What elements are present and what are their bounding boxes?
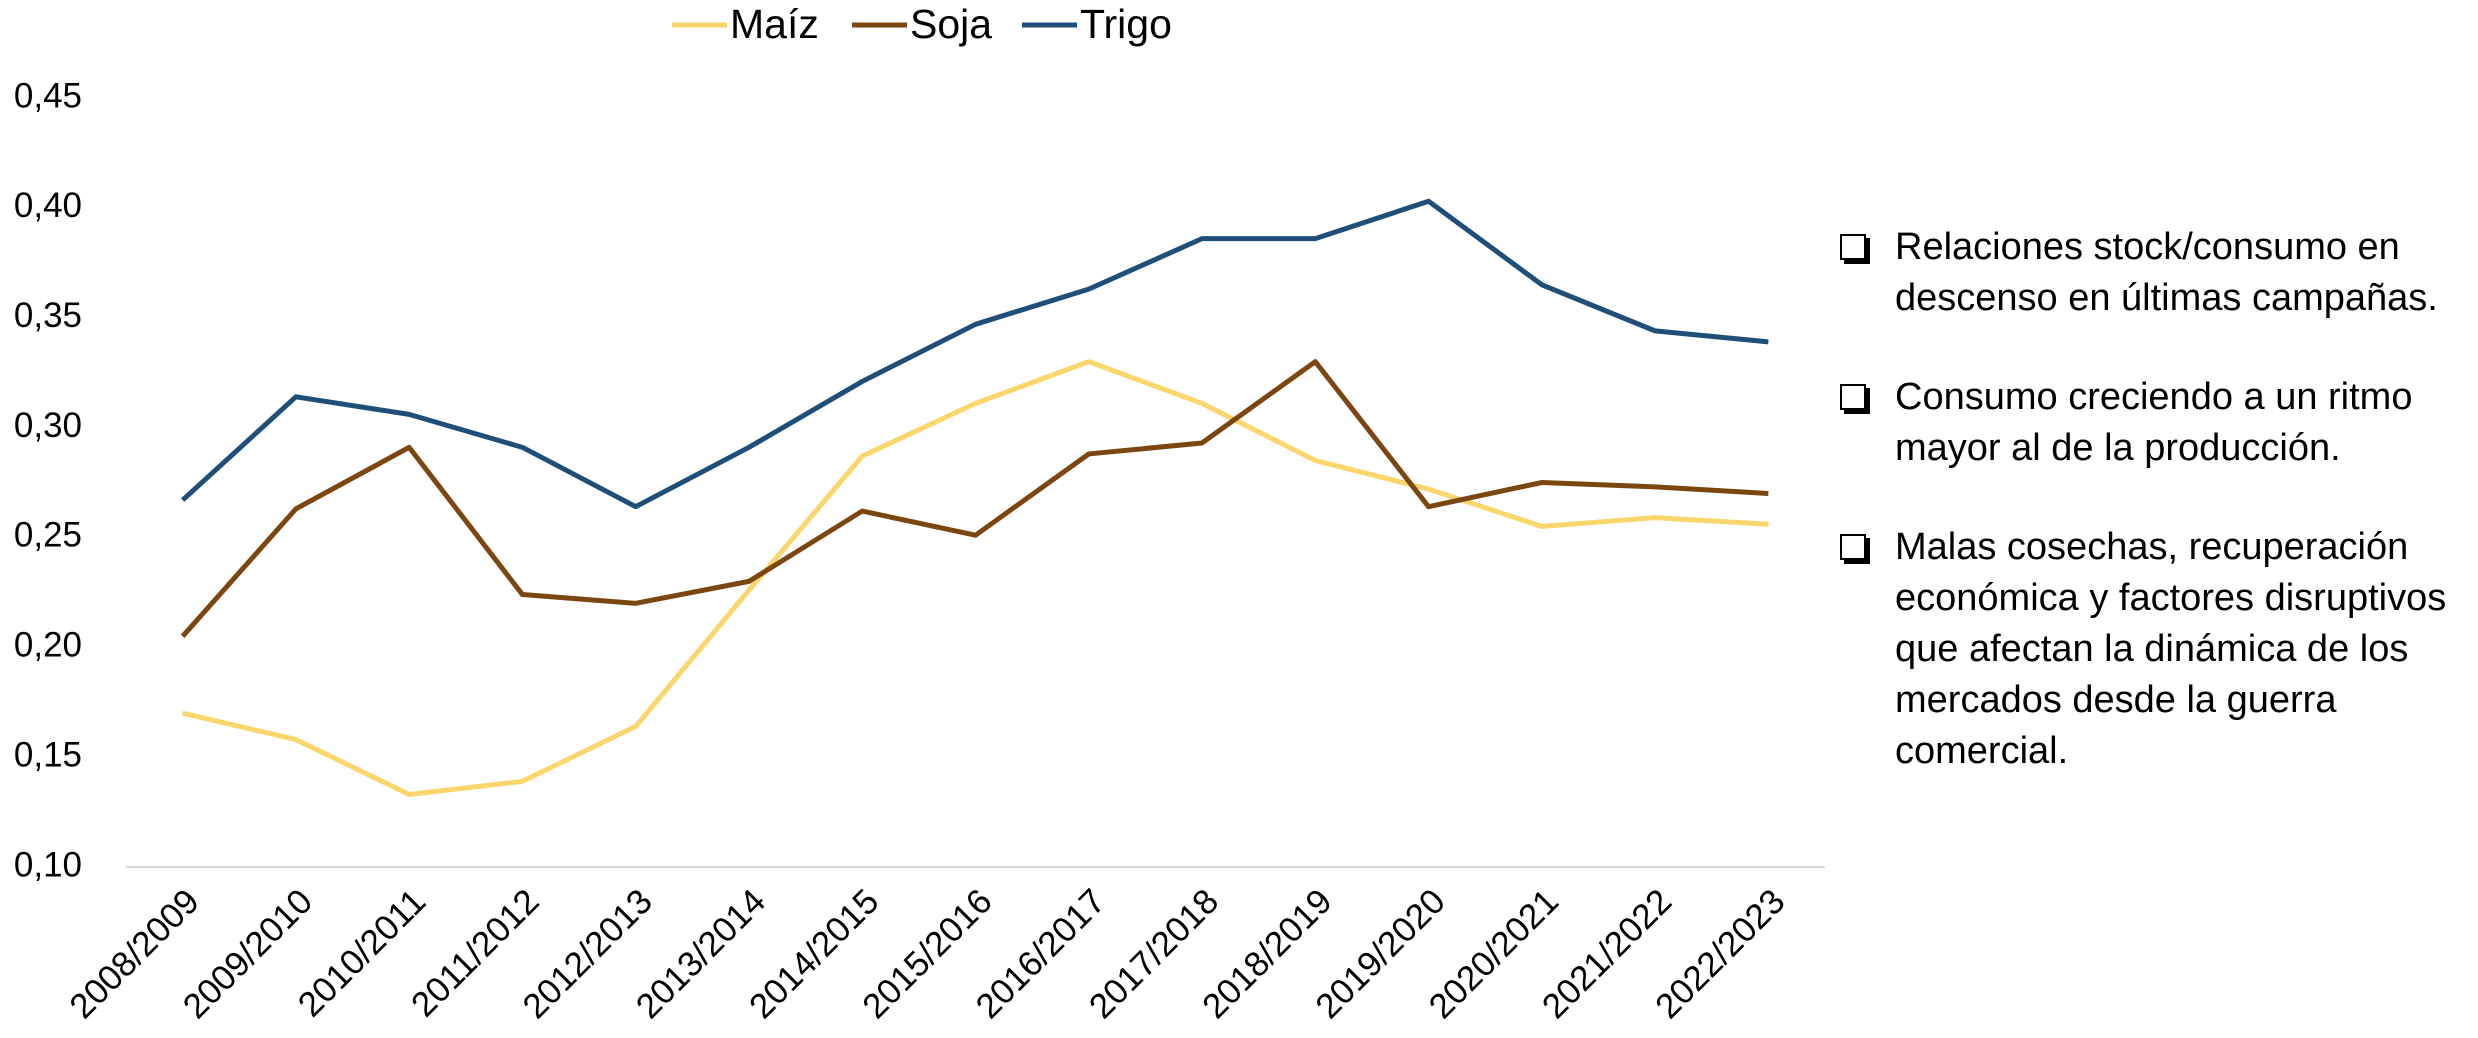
legend-label: Maíz bbox=[730, 1, 819, 47]
note: Relaciones stock/consumo en descenso en … bbox=[1840, 222, 2460, 324]
legend-label: Trigo bbox=[1080, 1, 1172, 47]
y-tick-label: 0,10 bbox=[14, 845, 82, 884]
y-tick-label: 0,30 bbox=[14, 406, 82, 445]
note: Consumo creciendo a un ritmo mayor al de… bbox=[1840, 372, 2460, 474]
y-tick-label: 0,20 bbox=[14, 626, 82, 665]
legend-label: Soja bbox=[910, 1, 992, 47]
line-series bbox=[180, 198, 1769, 510]
note: Malas cosechas, recuperación económica y… bbox=[1840, 522, 2460, 777]
line-series bbox=[182, 359, 1769, 797]
notes: Relaciones stock/consumo en descenso en … bbox=[1840, 222, 2460, 825]
line-series bbox=[180, 359, 1769, 638]
y-tick-label: 0,40 bbox=[14, 186, 82, 225]
y-tick-label: 0,15 bbox=[14, 735, 82, 774]
y-tick-label: 0,35 bbox=[14, 296, 82, 335]
y-tick-label: 0,25 bbox=[14, 516, 82, 555]
y-tick-label: 0,45 bbox=[14, 76, 82, 115]
